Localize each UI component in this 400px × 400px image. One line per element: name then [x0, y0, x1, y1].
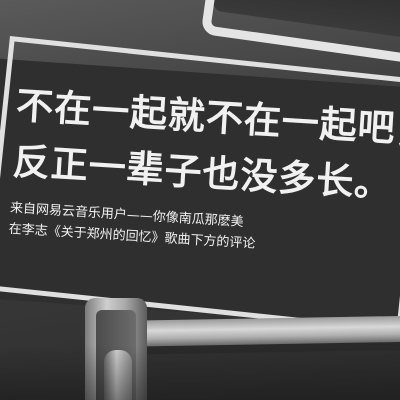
vertical-pole — [104, 350, 132, 400]
poster-text-block: 不在一起就不在一起吧， 反正一辈子也没多长。 来自网易云音乐用户——你像南瓜那麽… — [8, 78, 400, 265]
horizontal-handrail — [139, 315, 400, 347]
bottom-shadow — [0, 345, 400, 400]
